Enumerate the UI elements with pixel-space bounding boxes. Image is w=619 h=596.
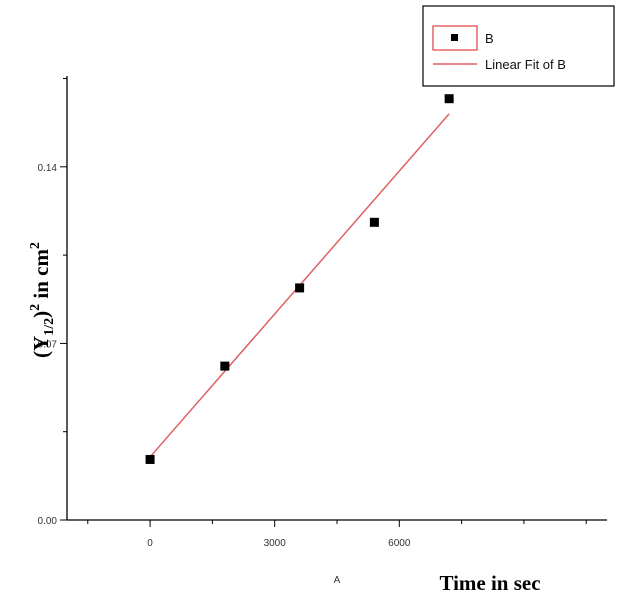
data-point-b bbox=[369, 217, 379, 227]
x-axis-ticks: 0 3000 6000 bbox=[87, 520, 587, 549]
legend-label-b: B bbox=[485, 31, 494, 46]
y-tick-label: 0.14 bbox=[38, 163, 58, 174]
data-points bbox=[145, 94, 454, 464]
axes bbox=[66, 76, 607, 521]
legend-box bbox=[422, 5, 615, 87]
data-point-b bbox=[295, 283, 305, 293]
x-tick-label: 0 bbox=[147, 538, 153, 549]
legend-label-fit: Linear Fit of B bbox=[485, 57, 566, 72]
data-point-b bbox=[444, 94, 454, 104]
x-tick-label: 6000 bbox=[388, 538, 411, 549]
x-tick-label: 3000 bbox=[264, 538, 287, 549]
data-point-b bbox=[145, 454, 155, 464]
y-axis-label: (Y1/2)2 in cm2 bbox=[28, 242, 57, 358]
x-axis-letter-label: A bbox=[334, 575, 341, 586]
y-tick-label: 0.00 bbox=[38, 516, 58, 527]
y-axis-ticks: 0.00 0.07 0.14 bbox=[38, 78, 67, 527]
y-tick-label: 0.07 bbox=[38, 339, 58, 350]
x-axis-label: Time in sec bbox=[439, 571, 540, 595]
legend-marker-frame bbox=[432, 25, 478, 51]
data-point-b bbox=[220, 361, 230, 371]
legend: B Linear Fit of B bbox=[422, 5, 615, 87]
legend-marker-b bbox=[451, 34, 458, 41]
